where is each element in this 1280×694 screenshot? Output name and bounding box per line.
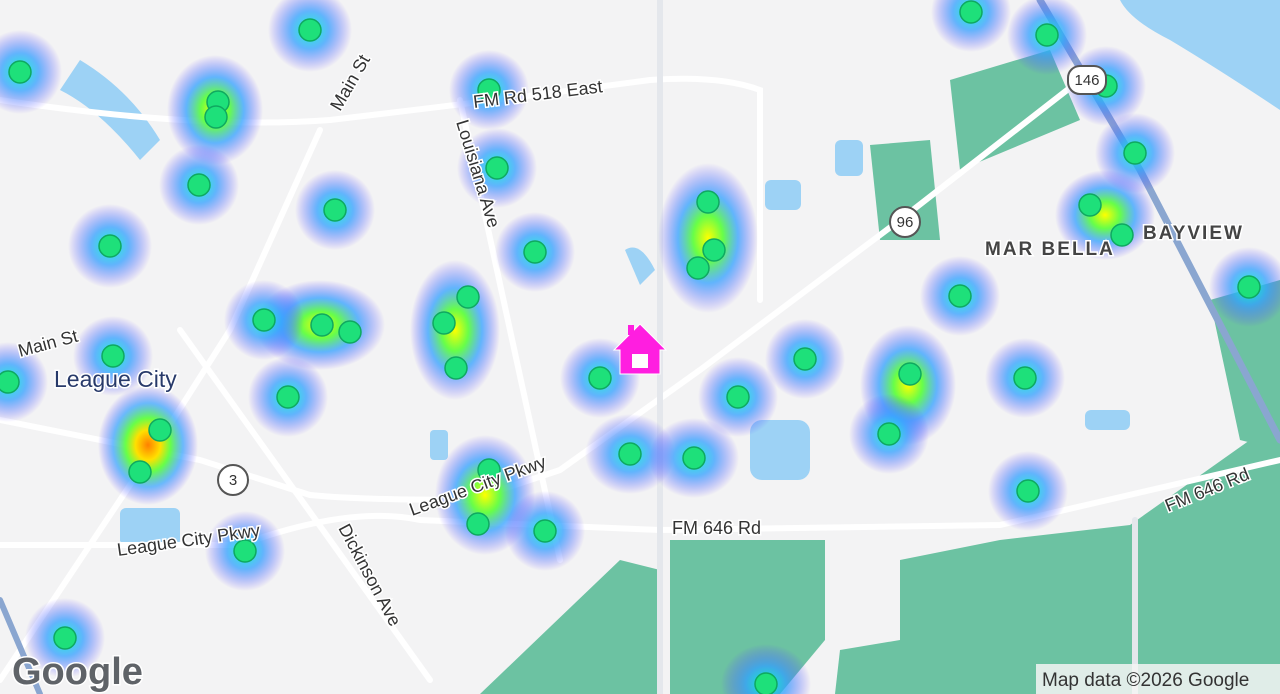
heat-point — [204, 105, 228, 129]
heat-point — [1110, 223, 1134, 247]
heat-blob — [658, 163, 758, 313]
shield: 3 — [229, 472, 237, 489]
heat-point — [533, 519, 557, 543]
place-label: League City — [54, 366, 177, 392]
heat-point — [101, 344, 125, 368]
heat-point — [1078, 193, 1102, 217]
heat-point — [726, 385, 750, 409]
heat-point — [588, 366, 612, 390]
heat-point — [618, 442, 642, 466]
heat-point — [523, 240, 547, 264]
heat-point — [456, 285, 480, 309]
heat-point — [187, 173, 211, 197]
heat-point — [444, 356, 468, 380]
heat-point — [128, 460, 152, 484]
heat-point — [0, 370, 20, 394]
heat-point — [276, 385, 300, 409]
heat-point — [793, 347, 817, 371]
heat-point — [477, 78, 501, 102]
heat-point — [696, 190, 720, 214]
google-logo: Google — [12, 651, 143, 693]
heat-point — [8, 60, 32, 84]
heat-blob — [931, 0, 1011, 52]
heat-point — [1016, 479, 1040, 503]
attribution: Map data ©2026 Google — [1042, 670, 1249, 691]
heat-blob — [98, 385, 198, 505]
heat-point — [233, 539, 257, 563]
heat-point — [466, 512, 490, 536]
heat-point — [1035, 23, 1059, 47]
heat-blob — [721, 644, 811, 694]
heat-point — [898, 362, 922, 386]
heat-point — [702, 238, 726, 262]
home-marker — [612, 323, 668, 375]
attribution-bg — [1036, 664, 1280, 694]
heat-point — [485, 156, 509, 180]
heat-point — [682, 446, 706, 470]
heat-point — [432, 311, 456, 335]
heat-blob — [0, 342, 48, 422]
shield: 146 — [1074, 72, 1099, 89]
heat-point — [53, 626, 77, 650]
heat-point — [877, 422, 901, 446]
heat-point — [1123, 141, 1147, 165]
heat-point — [959, 0, 983, 24]
heat-point — [686, 256, 710, 280]
heat-point — [252, 308, 276, 332]
water — [60, 0, 1280, 546]
heat-point — [477, 458, 501, 482]
heat-point — [338, 320, 362, 344]
route-shields: 3 96 146 — [217, 65, 1107, 496]
road-label: FM 646 Rd — [672, 518, 761, 538]
heat-point — [298, 18, 322, 42]
heat-point — [1013, 366, 1037, 390]
heat-point — [148, 418, 172, 442]
heat-point — [948, 284, 972, 308]
heat-point — [1237, 275, 1261, 299]
heat-point — [754, 672, 778, 694]
heat-point — [310, 313, 334, 337]
place-label: BAYVIEW — [1143, 223, 1244, 244]
shield: 96 — [897, 214, 914, 231]
place-label: MAR BELLA — [985, 239, 1115, 260]
heat-point — [98, 234, 122, 258]
heat-point — [323, 198, 347, 222]
